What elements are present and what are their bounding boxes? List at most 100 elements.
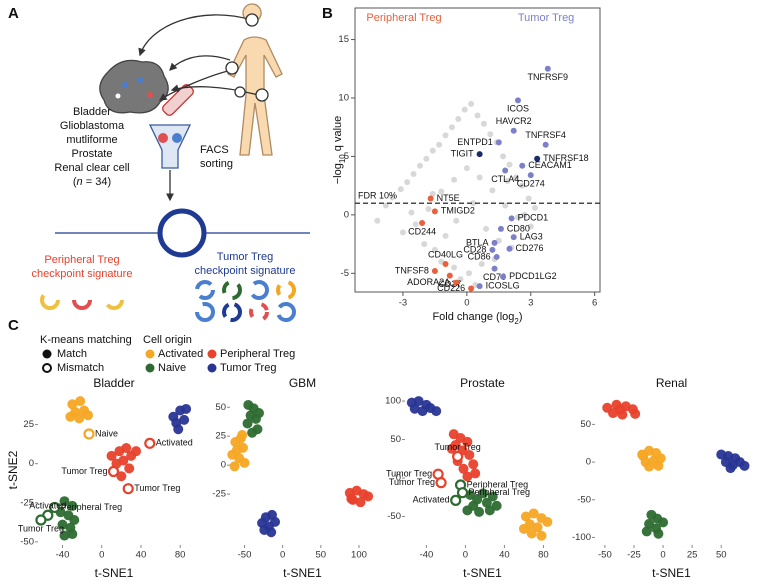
y-tick-label: 0 <box>221 460 226 471</box>
gene-point <box>506 245 513 252</box>
match-cell <box>121 443 132 454</box>
match-cell <box>173 424 184 435</box>
background-gene <box>448 124 455 131</box>
point-label: PDCD1LG2 <box>509 271 557 281</box>
match-cell <box>446 443 457 454</box>
panel-label: C <box>8 317 19 334</box>
point-label: ICOS <box>507 104 529 114</box>
match-cell <box>528 508 539 519</box>
match-cell <box>363 491 374 502</box>
background-gene <box>463 165 470 172</box>
cancer-type: mutliforme <box>66 134 117 146</box>
x-tick-label: -25 <box>627 550 641 561</box>
match-cell <box>477 488 488 499</box>
match-cell <box>57 519 68 530</box>
point-label: ADORA2A <box>407 277 450 287</box>
cancer-type: Bladder <box>73 106 111 118</box>
background-gene <box>412 221 419 228</box>
point-label: CD274 <box>517 179 545 189</box>
panel-a-artwork <box>40 3 310 322</box>
background-gene <box>421 241 428 248</box>
mismatch-cell <box>107 465 120 478</box>
background-gene <box>416 162 423 169</box>
gene-point <box>519 162 526 169</box>
match-cell <box>254 408 264 419</box>
y-tick-label: -50 <box>20 536 34 547</box>
sorting-label: FACS <box>200 144 229 156</box>
match-cell <box>413 396 424 407</box>
point-label: CD27 <box>438 279 461 289</box>
gene-point <box>468 285 475 292</box>
background-gene <box>465 270 472 277</box>
point-label: ENTPD1 <box>457 137 493 147</box>
point-label: CD28 <box>463 244 486 254</box>
point-label: TNFRSF9 <box>528 72 569 82</box>
x-tick-label: 50 <box>716 550 727 561</box>
background-gene <box>455 116 462 123</box>
match-cell <box>462 471 473 482</box>
match-cell <box>653 528 664 539</box>
y-tick-label: 50 <box>390 434 401 445</box>
background-gene <box>442 232 449 239</box>
match-cell <box>67 529 78 540</box>
point-label: TNFRSF4 <box>525 130 566 140</box>
mismatch-cell <box>35 514 47 526</box>
gene-point <box>491 239 498 246</box>
point-label: Naive <box>95 428 118 438</box>
text-part: 2 <box>514 317 519 326</box>
point-label: HAVCR2 <box>496 116 532 126</box>
match-cell <box>247 427 258 438</box>
match-cell <box>458 463 469 474</box>
text-part: −log <box>332 163 344 184</box>
match-cell <box>75 396 86 407</box>
background-gene <box>512 174 519 181</box>
plot-title: Prostate <box>460 376 505 390</box>
x-tick-label: 0 <box>280 550 285 561</box>
background-gene <box>474 112 481 119</box>
mismatch-cell <box>456 487 469 499</box>
gene-point <box>476 151 483 158</box>
match-cell <box>526 528 537 539</box>
point-label: TIGIT <box>451 148 474 158</box>
gene-point <box>446 272 453 279</box>
x-tick-label: 25 <box>687 550 698 561</box>
point-label: Tumor Treg <box>18 523 64 533</box>
x-tick-label: 0 <box>660 550 665 561</box>
match-cell <box>725 463 736 474</box>
cancer-list: Bladder Glioblastoma mutliforme Prostate… <box>54 106 129 188</box>
background-gene <box>451 176 458 183</box>
match-cell <box>431 406 442 417</box>
match-cell <box>615 404 626 415</box>
y-tick-label: 100 <box>385 396 401 407</box>
text-part: Fold change (log <box>432 311 514 323</box>
background-gene <box>489 187 496 194</box>
fdr-label: FDR 10% <box>358 191 397 201</box>
cancer-type: Glioblastoma <box>60 120 125 132</box>
text-part: = 34) <box>83 176 111 188</box>
point-label: CEACAM1 <box>528 160 572 170</box>
match-cell <box>653 460 664 471</box>
gene-point <box>453 279 460 286</box>
match-cell <box>106 450 117 461</box>
gene-point <box>431 208 438 215</box>
background-gene <box>410 170 417 177</box>
x-axis-label: t-SNE1 <box>95 566 134 580</box>
background-gene <box>453 217 460 224</box>
point-label: Activated <box>156 438 193 448</box>
gene-point <box>502 167 509 174</box>
match-cell <box>630 408 641 419</box>
legend-title: K-means matching <box>40 334 132 346</box>
cancer-type: Prostate <box>72 148 113 160</box>
mismatch-cell <box>122 483 134 495</box>
point-label: Activated <box>29 501 66 511</box>
background-gene <box>429 190 436 197</box>
plot-title: GBM <box>289 376 316 390</box>
background-gene <box>436 141 443 148</box>
legend-label: Naive <box>158 362 186 374</box>
x-tick-label: 80 <box>538 550 549 561</box>
y-tick-label: 0 <box>586 457 591 468</box>
background-gene <box>457 276 464 283</box>
y-tick-label: -50 <box>577 494 591 505</box>
match-cell <box>67 399 78 410</box>
point-label: ICOSLG <box>486 281 520 291</box>
